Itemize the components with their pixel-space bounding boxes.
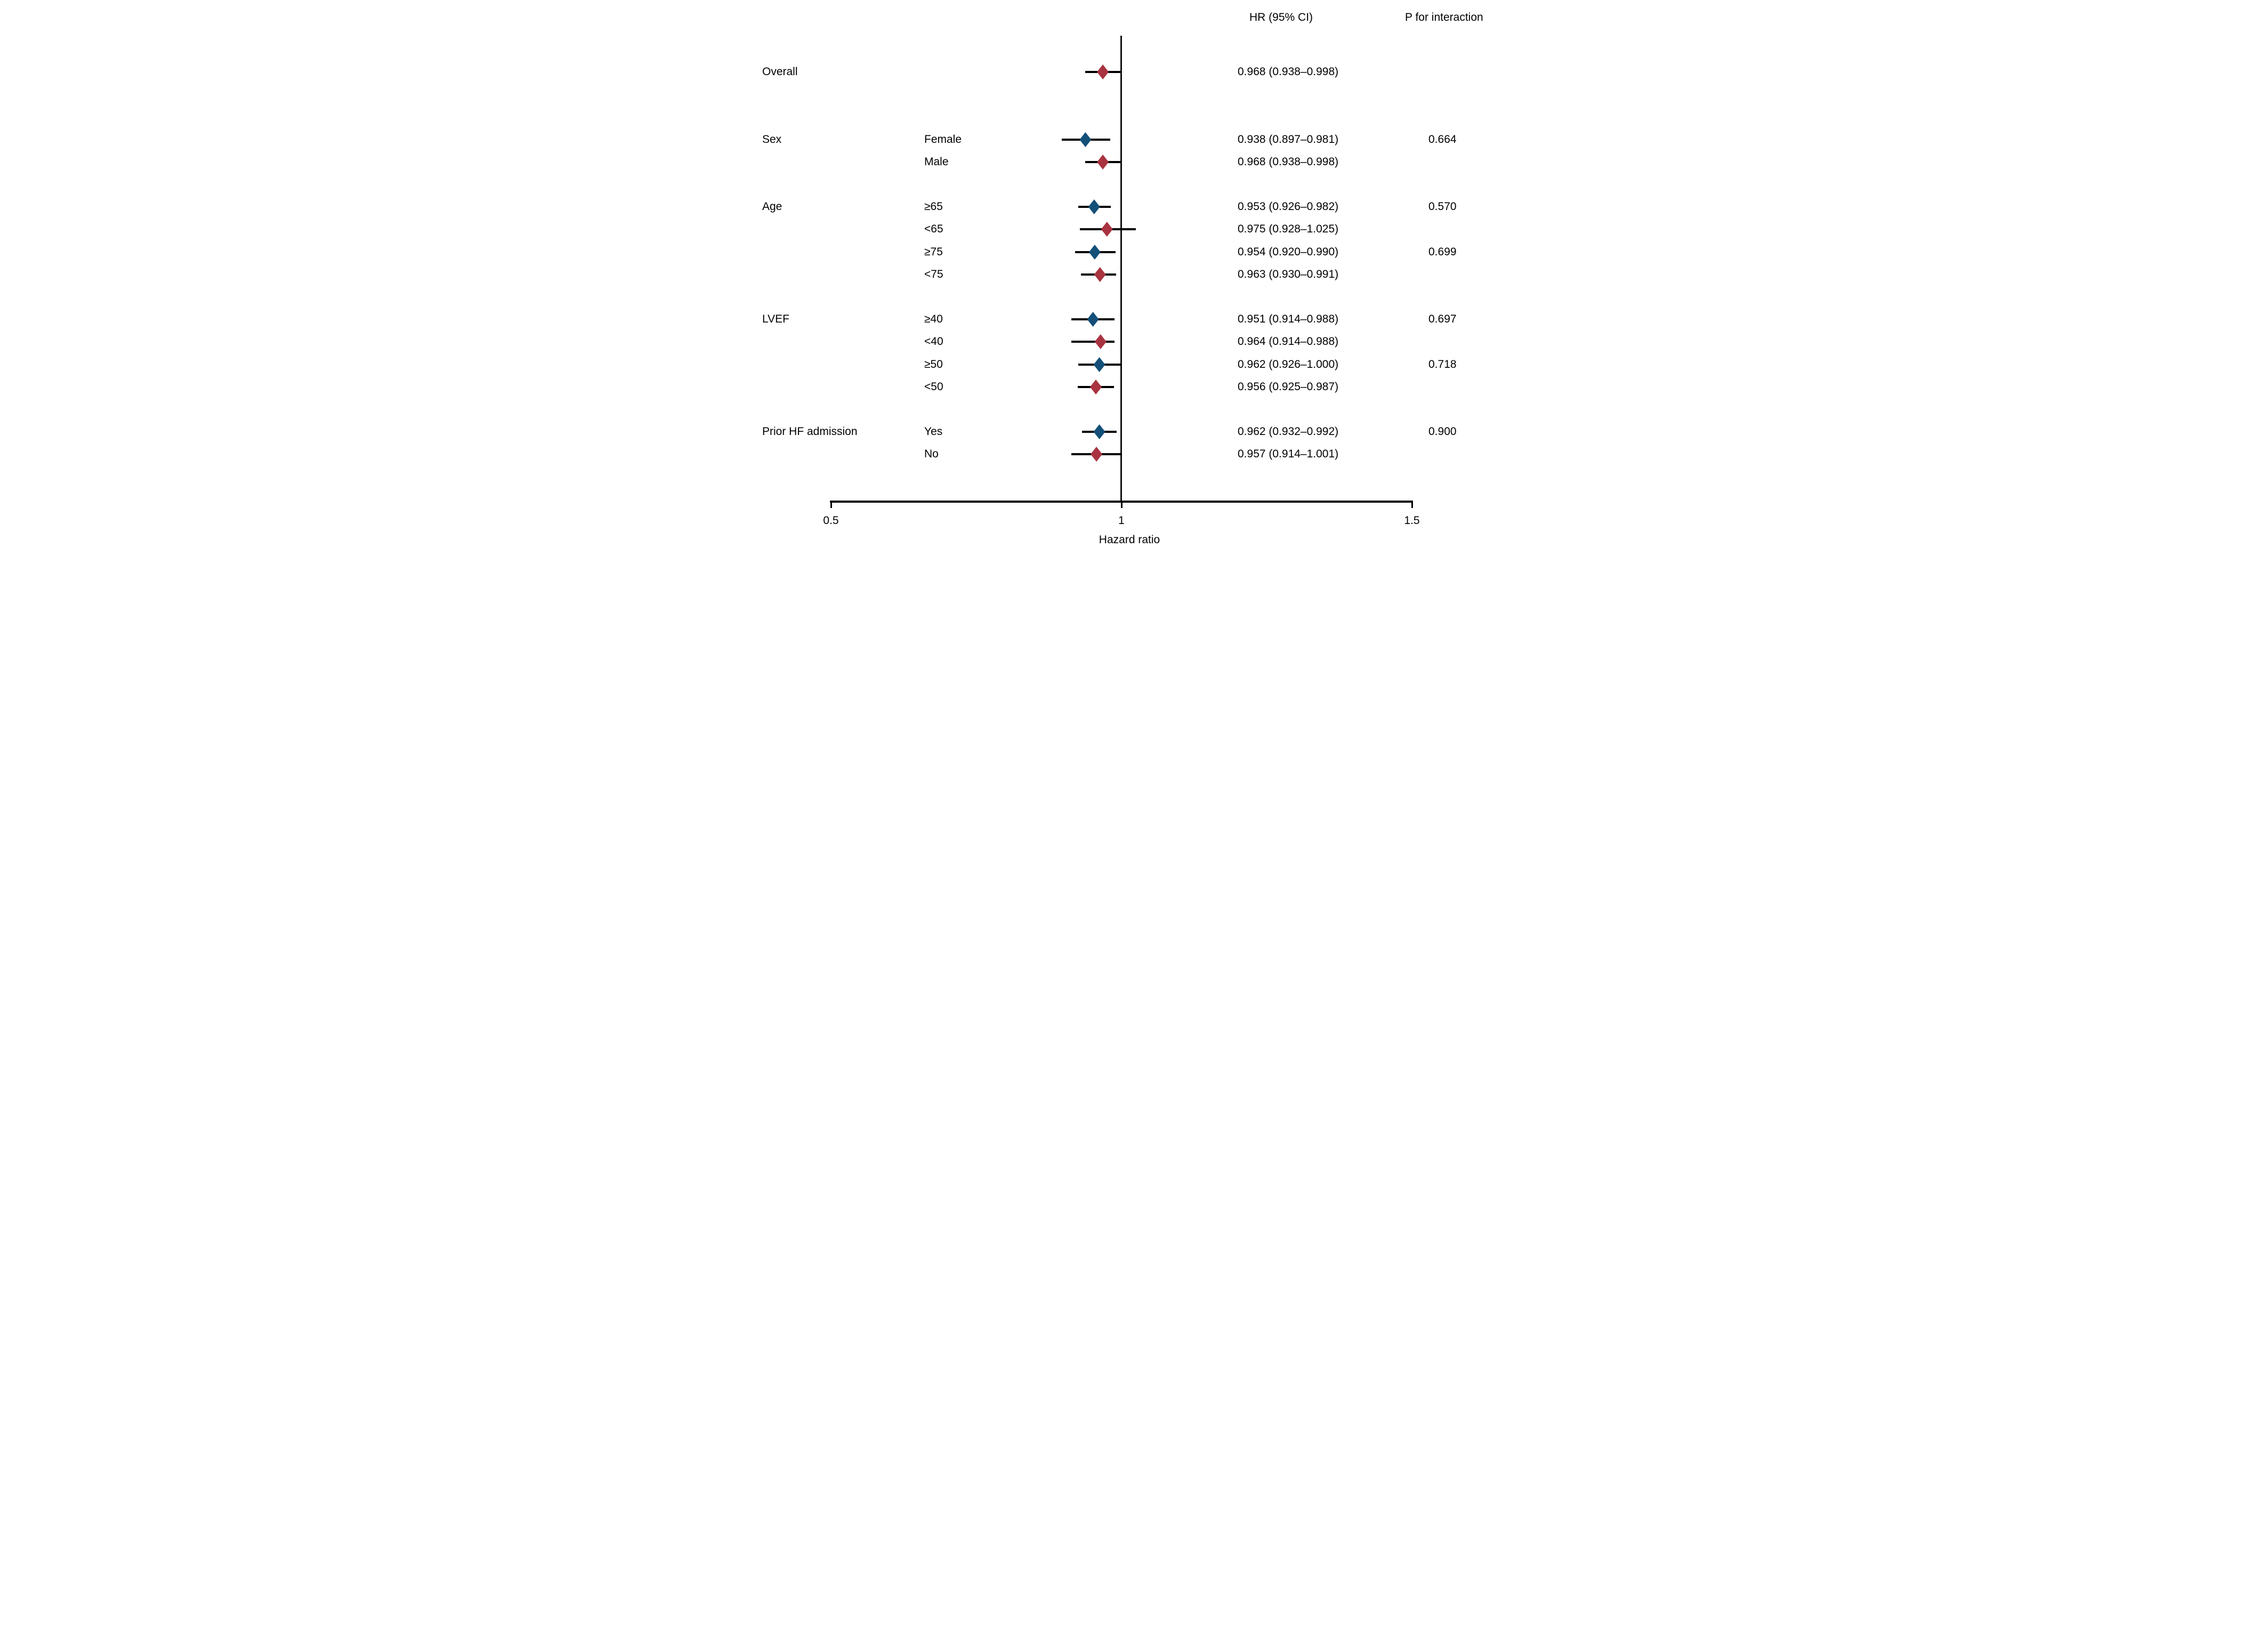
p-interaction-value: 0.699 [1428,246,1457,258]
p-interaction-column-header: P for interaction [1405,11,1483,23]
hr-ci-value: 0.957 (0.914–1.001) [1238,448,1339,460]
hr-point-diamond [1079,132,1092,147]
p-interaction-value: 0.900 [1428,425,1457,438]
x-axis-tick [1411,501,1413,508]
hr-ci-value: 0.964 (0.914–0.988) [1238,335,1339,348]
hr-point-diamond [1088,199,1100,214]
subgroup-label: <75 [924,268,943,280]
forest-plot-figure: HR (95% CI) P for interaction Overall 0.9… [754,0,1507,551]
hr-ci-value: 0.968 (0.938–0.998) [1238,156,1339,168]
subgroup-label: Female [924,133,962,146]
hr-point-diamond [1097,65,1109,79]
group-label: Sex [762,133,782,146]
x-axis-tick-label: 1.5 [1404,514,1420,527]
p-interaction-value: 0.570 [1428,200,1457,213]
hr-ci-value: 0.951 (0.914–0.988) [1238,313,1339,325]
hr-ci-value: 0.953 (0.926–0.982) [1238,200,1339,213]
p-interaction-value: 0.718 [1428,358,1457,370]
subgroup-label: Yes [924,425,943,438]
x-axis-title: Hazard ratio [1099,534,1160,546]
hr-point-diamond [1101,222,1113,237]
hr-ci-value: 0.962 (0.926–1.000) [1238,358,1339,370]
hr-point-diamond [1091,447,1103,462]
hr-ci-value: 0.962 (0.932–0.992) [1238,425,1339,438]
subgroup-label: ≥40 [924,313,943,325]
subgroup-label: No [924,448,939,460]
hr-ci-value: 0.968 (0.938–0.998) [1238,66,1339,78]
subgroup-label: <40 [924,335,943,348]
x-axis-tick [1120,501,1123,508]
group-label: LVEF [762,313,789,325]
x-axis-tick-label: 1 [1118,514,1125,527]
subgroup-label: Male [924,156,949,168]
subgroup-label: <50 [924,381,943,393]
group-label: Prior HF admission [762,425,858,438]
p-interaction-value: 0.697 [1428,313,1457,325]
hr-ci-value: 0.938 (0.897–0.981) [1238,133,1339,146]
hr-point-diamond [1093,357,1105,372]
reference-line-hr-1 [1120,36,1122,502]
hr-ci-value: 0.975 (0.928–1.025) [1238,223,1339,235]
hr-point-diamond [1088,245,1101,260]
subgroup-label: ≥65 [924,200,943,213]
hr-ci-value: 0.954 (0.920–0.990) [1238,246,1339,258]
x-axis-tick-label: 0.5 [823,514,839,527]
hr-point-diamond [1097,155,1109,170]
hr-ci-value: 0.963 (0.930–0.991) [1238,268,1339,280]
group-label: Overall [762,66,798,78]
hr-column-header: HR (95% CI) [1249,11,1313,23]
x-axis-tick [830,501,832,508]
hr-point-diamond [1094,334,1107,349]
hr-point-diamond [1090,380,1102,394]
hr-ci-value: 0.956 (0.925–0.987) [1238,381,1339,393]
hr-point-diamond [1094,267,1106,282]
group-label: Age [762,200,782,213]
subgroup-label: ≥50 [924,358,943,370]
subgroup-label: ≥75 [924,246,943,258]
hr-point-diamond [1093,424,1105,439]
hr-point-diamond [1087,312,1099,327]
ci-line [1071,341,1115,343]
p-interaction-value: 0.664 [1428,133,1457,146]
subgroup-label: <65 [924,223,943,235]
